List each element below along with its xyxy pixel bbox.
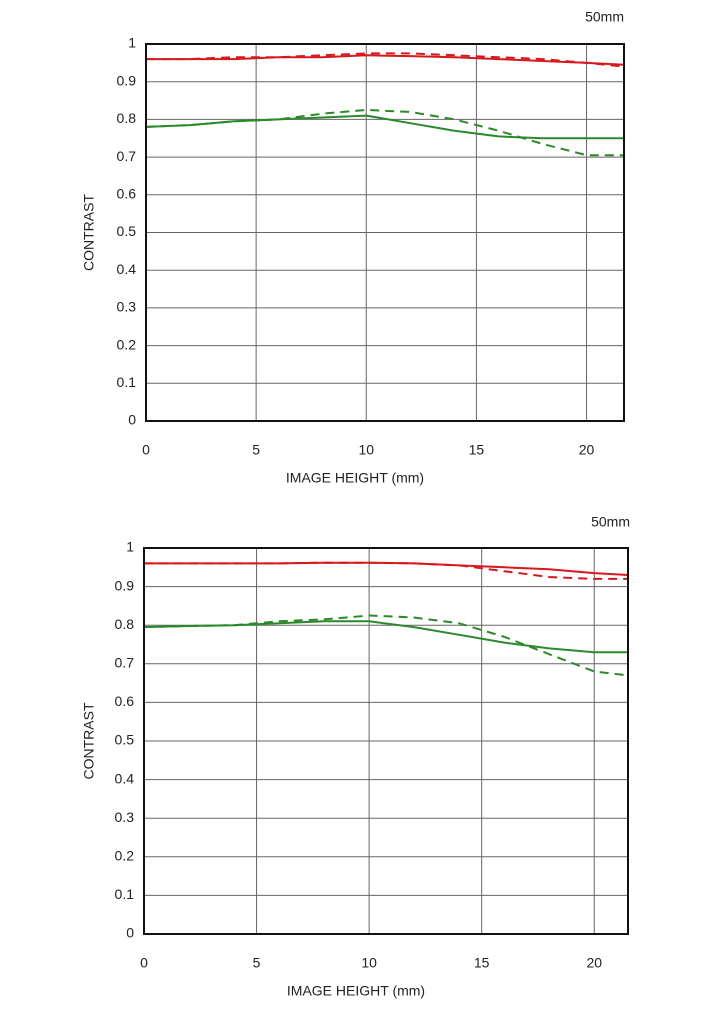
y-tick-label: 0.2 <box>115 848 135 864</box>
series-line <box>144 561 628 580</box>
y-tick-label: 1 <box>128 35 136 51</box>
y-tick-label: 0.7 <box>115 655 135 671</box>
x-tick-label: 5 <box>253 955 261 971</box>
y-tick-label: 0.3 <box>115 809 135 825</box>
x-tick-label: 10 <box>361 955 377 971</box>
y-tick-label: 1 <box>126 539 134 555</box>
y-tick-label: 0.7 <box>117 148 137 164</box>
annotation: 50mm <box>591 514 630 530</box>
y-tick-label: 0.4 <box>115 770 135 786</box>
plot-frame <box>145 43 625 422</box>
x-axis-label: IMAGE HEIGHT (mm) <box>287 983 425 999</box>
y-tick-label: 0 <box>126 925 134 941</box>
y-tick-label: 0.5 <box>117 223 137 239</box>
y-tick-label: 0.4 <box>117 261 137 277</box>
y-tick-label: 0.2 <box>117 336 137 352</box>
annotation: 50mm <box>585 9 624 25</box>
y-tick-label: 0.5 <box>115 732 135 748</box>
y-axis-label: CONTRAST <box>81 194 97 271</box>
series-line <box>145 108 624 157</box>
y-tick-label: 0.9 <box>115 577 135 593</box>
x-tick-label: 10 <box>358 442 374 458</box>
series-line <box>143 614 629 677</box>
x-axis-label: IMAGE HEIGHT (mm) <box>286 470 424 486</box>
y-tick-label: 0.6 <box>115 693 135 709</box>
x-tick-label: 0 <box>142 442 150 458</box>
x-tick-label: 15 <box>474 955 490 971</box>
y-tick-label: 0.1 <box>117 374 137 390</box>
y-tick-label: 0.8 <box>117 110 137 126</box>
series-line <box>144 561 629 576</box>
plot-frame <box>143 547 629 935</box>
y-tick-label: 0 <box>128 412 136 428</box>
y-axis-label: CONTRAST <box>81 702 97 779</box>
y-tick-label: 0.6 <box>117 186 137 202</box>
y-tick-label: 0.3 <box>117 299 137 315</box>
x-tick-label: 0 <box>140 955 148 971</box>
y-tick-label: 0.9 <box>117 72 137 88</box>
series-line <box>143 620 628 654</box>
x-tick-label: 15 <box>469 442 485 458</box>
series-line <box>146 54 625 66</box>
x-tick-label: 20 <box>586 955 602 971</box>
y-tick-label: 0.8 <box>115 616 135 632</box>
y-tick-label: 0.1 <box>115 886 135 902</box>
series-line <box>146 52 625 68</box>
x-tick-label: 5 <box>252 442 260 458</box>
x-tick-label: 20 <box>579 442 595 458</box>
